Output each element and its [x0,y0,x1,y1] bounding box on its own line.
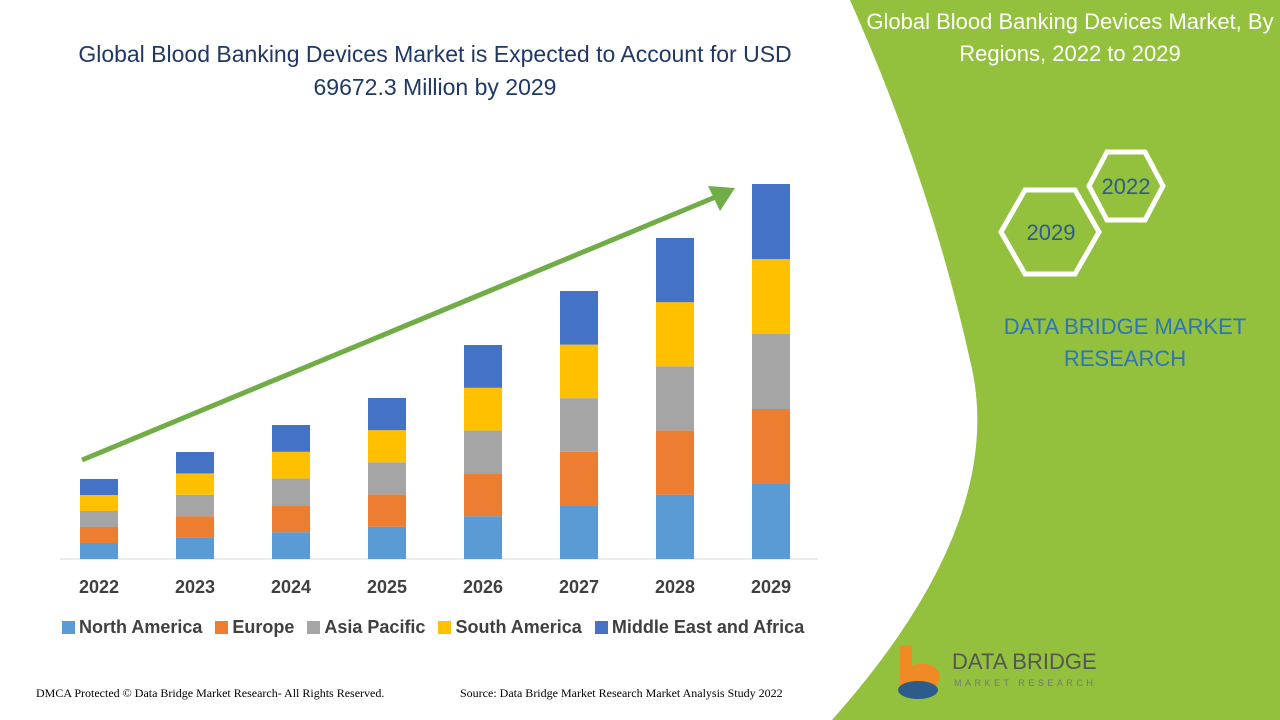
bar-segment [272,425,310,452]
legend-item: Middle East and Africa [594,617,805,638]
bar-segment [752,409,790,484]
legend-swatch [62,621,75,634]
bar-segment [176,452,214,474]
panel-title: Global Blood Banking Devices Market, By … [866,9,1274,66]
bar-segment [560,291,598,345]
bar-segment [656,302,694,367]
x-tick-label: 2023 [175,577,215,597]
bar-segment [656,238,694,303]
bar-segment [464,345,502,388]
bar-segment [752,334,790,409]
x-tick-label: 2022 [79,577,119,597]
bar-segment [272,532,310,559]
bar-segment [80,511,118,527]
bar-segment [464,516,502,559]
bar-segment [464,387,502,431]
x-tick-label: 2026 [463,577,503,597]
x-tick-label: 2024 [271,577,311,597]
bar-segment [368,398,406,431]
bars: 2022 2023 2024 2025 2026 2027 2028 2029 [79,184,791,597]
bar-segment [560,398,598,452]
bar-segment [80,543,118,559]
legend-label: Middle East and Africa [611,617,805,637]
side-panel [832,0,1280,720]
legend-swatch [215,621,229,634]
legend-label: South America [455,617,582,637]
bar-segment [752,184,790,259]
bar-segment [272,505,310,533]
bar-segment [368,494,406,527]
panel-brand: DATA BRIDGE MARKET RESEARCH [1003,314,1247,371]
legend-label: Europe [232,617,295,637]
bar-segment [80,495,118,511]
hexagon [998,187,1102,277]
hex-label: 2029 [1027,220,1076,245]
arrow-head [708,186,735,211]
logo-name: DATA BRIDGE [952,649,1097,674]
bar-segment [752,259,790,334]
hex-label: 2022 [1102,174,1151,199]
legend-label: Asia Pacific [324,617,426,637]
bar-segment [176,537,214,559]
bar-segment [656,430,694,495]
legend-item: Asia Pacific [307,617,425,638]
bar-segment [656,494,694,559]
bar-segment [560,451,598,506]
legend-swatch [438,621,452,634]
trend-arrow [81,193,719,463]
bar-segment [80,479,118,495]
logo-mark [900,645,940,692]
source-note: Source: Data Bridge Market Research Mark… [460,686,783,700]
bar-segment [560,344,598,399]
bar-segment [176,473,214,495]
x-tick-label: 2025 [367,577,407,597]
bar-segment [368,430,406,463]
legend-item: North America [62,617,202,638]
x-tick-label: 2028 [655,577,695,597]
bar-segment [272,451,310,479]
bar-segment [464,473,502,517]
bar-segment [464,430,502,474]
chart-title: Global Blood Banking Devices Market is E… [78,41,792,100]
bar-segment [176,494,214,517]
logo-tagline: MARKET RESEARCH [954,678,1096,688]
legend-item: South America [438,617,582,638]
bar-segment [368,526,406,559]
hexagon [1086,149,1166,223]
bar-segment [176,516,214,538]
legend: North America Europe Asia Pacific South Ame… [62,617,804,638]
legend-swatch [594,621,608,634]
legend-item: Europe [215,617,294,638]
legend-swatch [307,621,321,634]
bar-segment [560,505,598,559]
dmca-note: DMCA Protected © Data Bridge Market Rese… [36,686,385,700]
x-tick-label: 2027 [559,577,599,597]
bar-segment [272,478,310,506]
logo-mark [898,681,938,699]
x-tick-label: 2029 [751,577,791,597]
bar-segment [80,527,118,543]
bar-segment [752,484,790,559]
legend-label: North America [79,617,203,637]
bar-segment [368,462,406,495]
bar-segment [656,366,694,431]
